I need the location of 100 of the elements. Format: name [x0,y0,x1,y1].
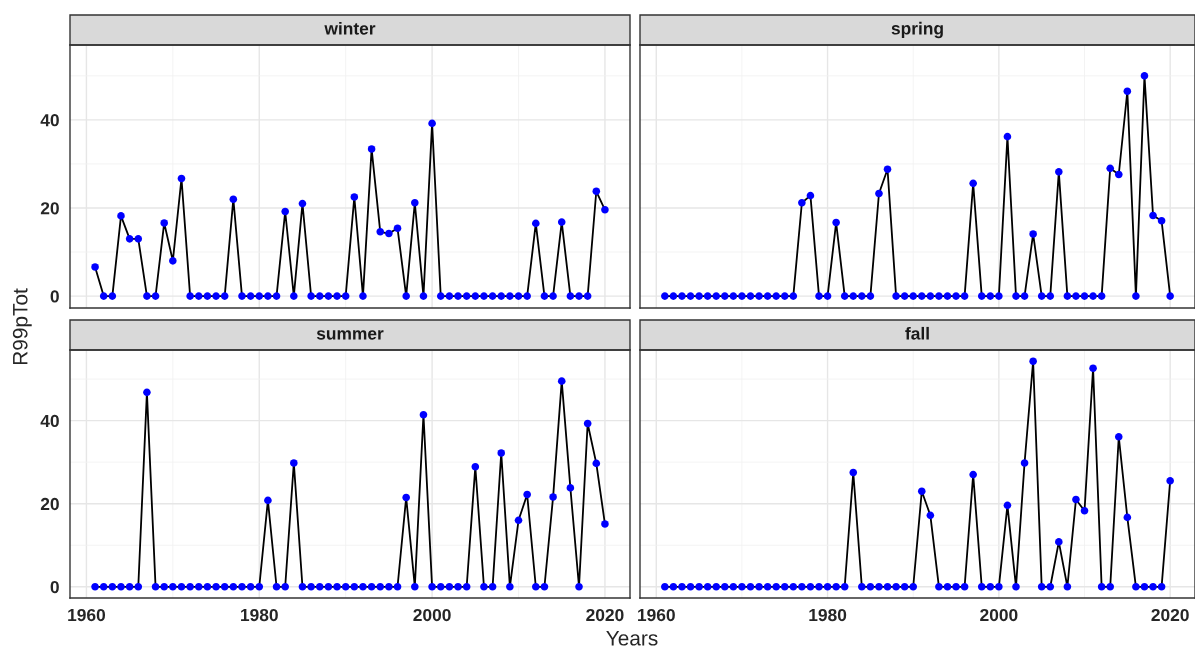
point [411,582,419,591]
point [220,582,229,591]
point [125,582,134,591]
point [806,191,815,200]
point [99,582,108,591]
point [746,582,755,591]
point [402,493,410,502]
y-tick-label: 0 [50,580,59,594]
x-tick-label: 2020 [1151,608,1189,622]
point [91,582,99,591]
point [1123,513,1132,522]
point [523,490,531,499]
point [669,582,678,591]
point [324,292,333,300]
point [549,493,557,501]
point [823,582,832,591]
point [488,582,497,591]
point [272,292,281,300]
point [1097,582,1106,591]
point [445,582,454,591]
point [212,292,220,300]
point [909,582,918,591]
point [341,292,350,300]
point [385,229,393,238]
point [592,187,601,196]
point [1149,582,1157,591]
point [772,292,780,300]
point [462,292,471,300]
point [307,582,315,591]
point [661,582,669,591]
point [264,292,272,300]
y-tick-label: 40 [40,414,59,428]
point [1114,170,1123,179]
point [917,292,926,300]
x-axis-title: Years [606,631,658,646]
point [532,219,540,228]
point [1089,292,1097,300]
point [995,582,1003,591]
point [1046,582,1055,591]
point [1003,132,1012,141]
point [419,292,428,300]
point [1106,582,1115,591]
point [686,582,695,591]
point [160,582,168,591]
point [169,582,177,591]
chart-title: spring [891,21,943,39]
point [695,292,703,300]
point [134,235,143,243]
point [350,193,359,201]
point [712,292,721,300]
point [875,582,883,591]
point [151,582,160,591]
point [1063,292,1072,300]
point [315,582,324,591]
point [298,199,307,208]
point [952,292,960,300]
y-tick-label: 40 [40,114,59,127]
point [977,292,986,300]
point [436,582,445,591]
point [194,292,203,300]
point [341,582,350,591]
point [333,582,341,591]
point [917,487,926,496]
point [117,212,125,220]
point [514,292,523,300]
point [601,205,609,214]
point [315,292,324,300]
point [402,292,410,300]
point [108,292,117,300]
point [755,582,763,591]
point [875,189,883,198]
x-tick-label: 2000 [413,608,451,622]
point [789,292,798,300]
point [428,119,436,128]
point [514,516,523,525]
point [246,292,255,300]
point [1029,230,1037,238]
point [497,292,506,300]
point [669,292,678,300]
point [935,582,943,591]
point [324,582,333,591]
point [480,582,488,591]
point [359,582,367,591]
point [540,292,549,300]
y-tick-label: 0 [50,290,59,303]
y-tick-label: 20 [40,497,59,511]
point [763,292,772,300]
point [255,582,264,591]
point [866,292,875,300]
point [393,582,402,591]
point [763,582,772,591]
point [298,582,307,591]
point [307,292,315,300]
point [488,292,497,300]
x-tick-label: 2020 [586,608,624,622]
point [350,582,359,591]
point [1003,501,1012,510]
point [969,470,977,479]
point [229,582,238,591]
point [359,292,367,300]
